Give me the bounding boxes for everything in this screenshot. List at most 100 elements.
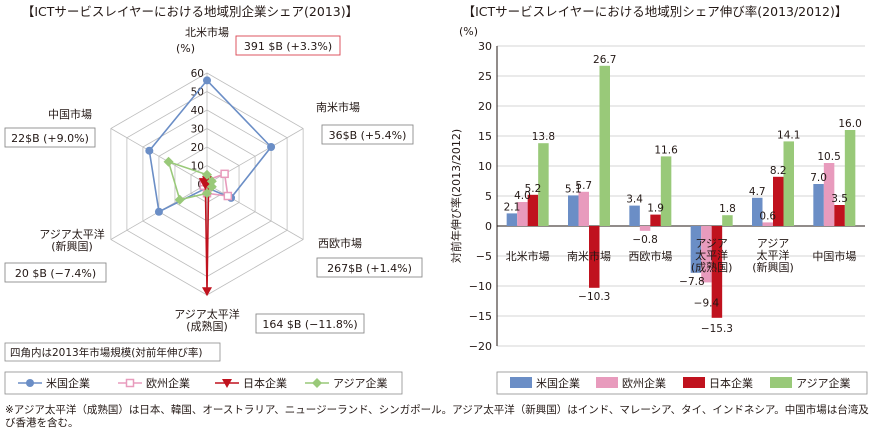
bar-data-label: −0.8 [632, 234, 658, 246]
bar-data-label: 14.1 [777, 129, 800, 141]
market-size-box: 20 $B (−7.4%) [4, 262, 107, 283]
footnote: ※アジア太平洋（成熟国）は日本、韓国、オーストラリア、ニュージーランド、シンガポ… [5, 404, 869, 429]
radar-tick-label: 40 [191, 105, 204, 117]
bar-data-label: 13.8 [532, 131, 555, 143]
bar [568, 195, 579, 226]
bar [844, 130, 856, 226]
bar-data-label: 4.7 [749, 186, 766, 198]
bar [629, 205, 640, 226]
radar-tick-label: 10 [191, 161, 204, 173]
bar-category-label: 北米市場 [506, 249, 550, 263]
bar-category-label: 中国市場 [812, 249, 856, 263]
bar-y-tick-label: 5 [485, 190, 492, 203]
radar-legend-box [4, 371, 403, 395]
market-size-value: 164 $B (−11.8%) [262, 318, 357, 331]
radar-point [267, 143, 276, 151]
bar [834, 205, 845, 226]
radar-tick-label: 30 [191, 124, 204, 136]
bar-data-label: −15.3 [701, 323, 733, 335]
bar [506, 213, 518, 226]
bar [589, 226, 600, 288]
radar-point [220, 169, 229, 179]
bar-data-label: 10.5 [817, 151, 840, 163]
bar [773, 176, 784, 226]
bar-legend-item: 日本企業 [683, 376, 753, 390]
bar-data-label: −10.3 [578, 291, 610, 303]
radar-point [145, 146, 154, 155]
radar-point [163, 156, 174, 167]
radar-point [202, 169, 212, 180]
bar [813, 184, 824, 226]
bar [650, 214, 661, 226]
bar-data-label: 5.2 [525, 183, 542, 195]
legend-swatch [770, 377, 792, 388]
charts-figure: 【ICTサービスレイヤーにおける地域別企業シェア(2013)】 (%) 北米市場… [4, 4, 868, 395]
bar-data-label: 7.0 [810, 172, 827, 184]
radar-point [202, 287, 212, 297]
radar-point [206, 181, 217, 192]
bar [762, 222, 773, 226]
bar [517, 202, 528, 226]
bar-legend-label: 日本企業 [709, 376, 753, 390]
radar-legend-item: 日本企業 [215, 376, 287, 390]
bar [538, 143, 549, 226]
radar-point [206, 176, 217, 187]
market-size-value: 267$B (+1.4%) [327, 262, 412, 275]
market-size-value: 391 $B (+3.3%) [244, 40, 332, 53]
bar-y-tick-label: 25 [478, 70, 492, 83]
radar-axis-label: 南米市場 [316, 100, 360, 114]
bar [711, 226, 723, 318]
radar-point [154, 207, 163, 216]
radar-legend-item: 欧州企業 [118, 376, 190, 390]
radar-axis-label: 中国市場 [48, 107, 92, 121]
bar-y-tick-label: −20 [469, 340, 492, 353]
market-size-box: 164 $B (−11.8%) [255, 313, 365, 334]
bar-title: 【ICTサービスレイヤーにおける地域別シェア伸び率(2013/2012)】 [463, 4, 848, 19]
bar-legend-label: アジア企業 [796, 376, 851, 390]
legend-marker [222, 379, 232, 388]
market-size-value: 20 $B (−7.4%) [15, 267, 96, 280]
bar-series [506, 65, 856, 318]
radar-axis-label: 西欧市場 [318, 236, 362, 250]
bar [527, 194, 539, 226]
radar-title: 【ICTサービスレイヤーにおける地域別企業シェア(2013)】 [22, 4, 358, 19]
bar-data-label: 26.7 [593, 54, 616, 66]
legend-swatch [596, 377, 618, 388]
bar-data-label: 3.5 [831, 193, 848, 205]
radar-legend-label: アジア企業 [333, 376, 388, 390]
bar-legend-label: 欧州企業 [622, 376, 666, 390]
radar-axis-label: アジア太平洋(成熟国) [174, 307, 240, 333]
radar-legend-label: 日本企業 [243, 376, 287, 390]
bar-y-tick-labels: 30 25 20 15 10 5 0 −5 −10 −15 −20 [469, 40, 492, 353]
radar-point [174, 194, 185, 205]
radar-unit: (%) [176, 42, 195, 55]
bar-y-tick-label: −10 [469, 280, 492, 293]
radar-legend-label: 米国企業 [46, 376, 90, 390]
bar [639, 226, 651, 231]
bar-y-tick-label: 10 [478, 160, 492, 173]
bar-legend-item: 米国企業 [510, 376, 580, 390]
bar-data-label: 4.0 [514, 190, 531, 202]
bar-unit: (%) [459, 25, 478, 38]
legend-swatch [510, 377, 532, 388]
bar [783, 141, 794, 226]
bar-data-label: 0.6 [759, 210, 776, 222]
radar-tick-label: 20 [191, 142, 204, 154]
bar-category-label: アジア太平洋(成熟国) [691, 237, 733, 274]
bar-data-labels: 2.14.05.2 13.8 5.15.7 −10.3 26.7 3.4 −0.8 1.9 11… [504, 54, 862, 335]
bar [752, 197, 763, 226]
bar-y-tick-label: 30 [478, 40, 492, 53]
market-size-box: 36$B (+5.4%) [321, 124, 414, 145]
radar-point [203, 76, 211, 85]
bar-chart: 【ICTサービスレイヤーにおける地域別シェア伸び率(2013/2012)】 (%… [449, 4, 868, 395]
bar [690, 226, 702, 273]
radar-spoke [110, 128, 208, 185]
radar-legend-item: アジア企業 [305, 376, 388, 390]
bar [578, 191, 589, 226]
bar-data-label: 3.4 [626, 194, 643, 206]
market-size-box: 22$B (+9.0%) [4, 127, 96, 148]
box-note-text: 四角内は2013年市場規模(対前年伸び率) [10, 346, 202, 359]
bar-category-label: 南米市場 [567, 249, 611, 263]
bar-category-label: 西欧市場 [628, 249, 672, 263]
radar-axis-label: 北米市場 [185, 25, 229, 39]
